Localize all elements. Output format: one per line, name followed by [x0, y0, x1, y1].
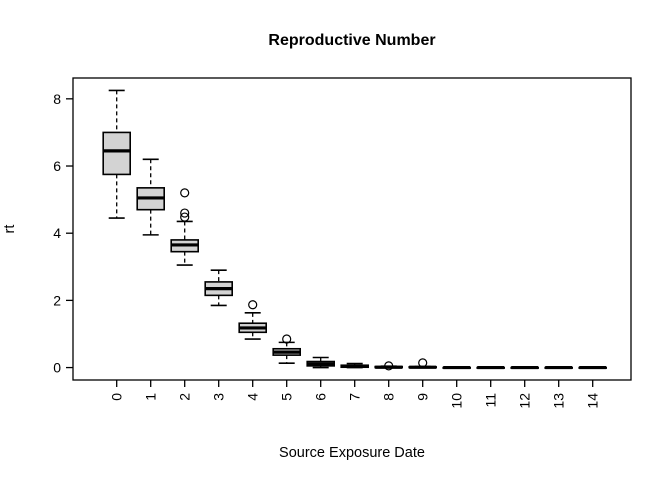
boxplot-box [442, 365, 472, 370]
y-tick-label: 4 [53, 225, 61, 241]
x-tick-label: 3 [211, 393, 227, 401]
x-tick-label: 11 [483, 393, 499, 408]
boxplot-box [306, 356, 336, 369]
y-axis-label: rt [2, 225, 18, 234]
outlier-point [282, 334, 292, 344]
boxplot-series [102, 89, 608, 371]
x-axis: 0 1 2 3 4 5 6 7 8 9 10 11 12 13 14 [109, 380, 601, 409]
y-axis: 0 2 4 6 8 [53, 91, 73, 376]
y-tick-label: 6 [53, 158, 61, 174]
outlier-point [180, 212, 190, 222]
x-tick-label: 7 [347, 393, 363, 401]
x-tick-label: 2 [177, 393, 193, 401]
boxplot-box [374, 361, 404, 371]
y-tick-label: 2 [53, 292, 61, 308]
boxplot-box [102, 89, 131, 219]
boxplot-box [238, 300, 267, 340]
boxplot-box [578, 365, 608, 370]
x-tick-label: 10 [449, 393, 465, 409]
x-tick-label: 13 [551, 393, 567, 409]
x-tick-label: 9 [415, 393, 431, 401]
outlier-point [180, 208, 190, 218]
x-tick-label: 14 [585, 393, 601, 409]
outlier-point [418, 358, 428, 368]
boxplot-box [170, 188, 199, 266]
x-tick-label: 6 [313, 393, 329, 401]
boxplot-box [340, 362, 370, 369]
x-axis-label: Source Exposure Date [279, 445, 425, 461]
boxplot-box [204, 269, 233, 307]
y-tick-label: 8 [53, 91, 61, 107]
x-tick-label: 12 [517, 393, 533, 409]
iqr-box [102, 131, 131, 176]
x-tick-label: 0 [109, 393, 125, 401]
x-tick-label: 8 [381, 393, 397, 401]
plot-border [72, 77, 632, 381]
chart-title: Reproductive Number [268, 32, 435, 49]
boxplot-box [408, 358, 438, 369]
x-tick-label: 5 [279, 393, 295, 401]
plot-frame [72, 77, 632, 381]
boxplot-box [544, 365, 574, 370]
y-tick-label: 0 [53, 360, 61, 376]
x-tick-label: 4 [245, 393, 261, 401]
outlier-point [384, 361, 394, 371]
outlier-point [248, 300, 258, 310]
boxplot-box [476, 365, 506, 370]
boxplot-box [272, 334, 302, 365]
outlier-point [180, 188, 190, 198]
boxplot-box [136, 158, 165, 236]
x-tick-label: 1 [143, 393, 159, 401]
boxplot-box [510, 365, 540, 370]
